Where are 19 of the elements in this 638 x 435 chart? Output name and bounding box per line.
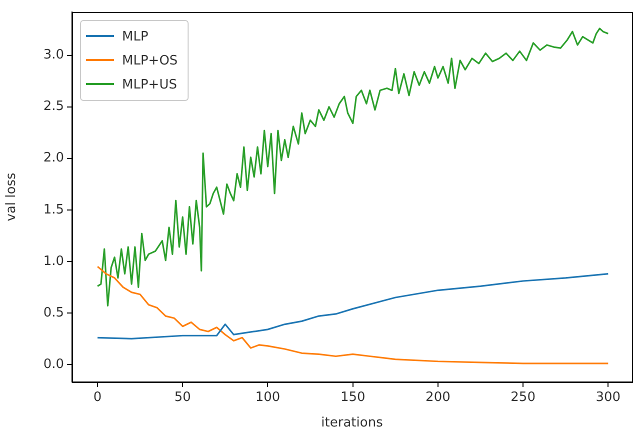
- y-tick-label: 1.5: [43, 202, 64, 218]
- x-tick-label: 50: [174, 390, 191, 406]
- y-tick-label: 1.0: [43, 254, 64, 269]
- y-axis-title: val loss: [4, 172, 20, 222]
- y-tick-label: 0.5: [43, 305, 64, 320]
- x-tick-label: 300: [596, 390, 621, 406]
- y-tick-label: 0.0: [43, 356, 64, 372]
- x-tick-label: 0: [93, 390, 102, 406]
- y-tick-label: 2.5: [43, 99, 64, 114]
- y-tick-label: 3.0: [43, 48, 64, 63]
- x-tick-label: 100: [255, 390, 280, 406]
- legend-label: MLP+US: [122, 77, 177, 92]
- x-tick-label: 250: [510, 390, 536, 406]
- y-tick-label: 2.0: [43, 150, 64, 166]
- legend-label: MLP: [122, 29, 148, 44]
- legend-label: MLP+OS: [122, 53, 178, 68]
- x-tick-label: 200: [426, 390, 450, 406]
- x-axis-title: iterations: [321, 416, 384, 431]
- x-tick-label: 150: [340, 390, 366, 406]
